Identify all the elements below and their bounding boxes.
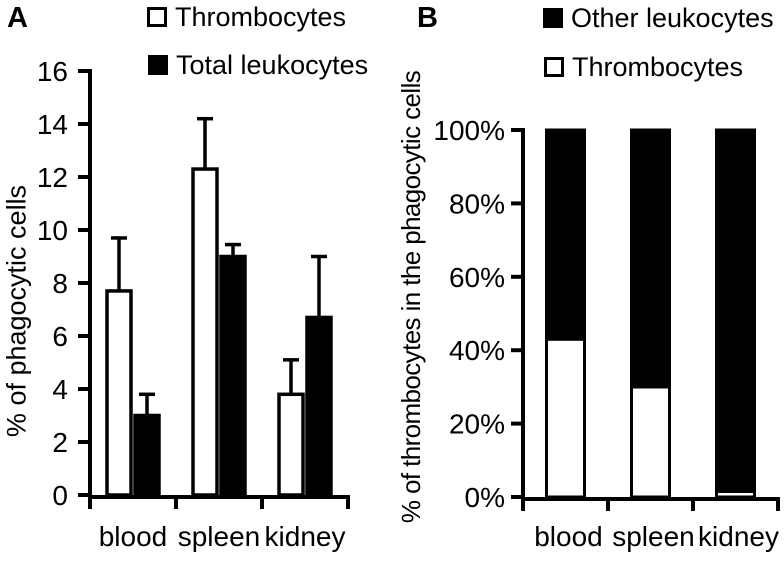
y-tick-label-A: 0 xyxy=(52,480,68,511)
legend-marker-thrombocytes-icon xyxy=(147,7,167,27)
x-category-label-spleen: spleen xyxy=(178,521,261,552)
legend-label-other-leukocytes: Other leukocytes xyxy=(571,2,774,33)
bar-total-leukocytes-spleen xyxy=(219,254,247,497)
y-tick-label-A: 12 xyxy=(37,162,68,193)
bar-thrombocytes-blood xyxy=(105,289,133,497)
panel-b-legend-item-thrombocytes: Thrombocytes xyxy=(544,51,744,82)
y-tick-label-B: 100% xyxy=(433,115,505,146)
segment-other-leukocytes-spleen xyxy=(630,128,671,389)
panel-b-legend-item-other-leukocytes: Other leukocytes xyxy=(543,2,774,33)
bar-thrombocytes-spleen xyxy=(191,167,219,497)
panel-a-legend-item-total-leukocytes: Total leukocytes xyxy=(148,49,369,80)
x-category-label-blood: blood xyxy=(99,521,168,552)
bar-total-leukocytes-blood xyxy=(133,413,161,497)
segment-other-leukocytes-kidney xyxy=(715,128,756,493)
legend-marker-other-leukocytes-icon xyxy=(543,8,563,28)
y-tick-label-A: 16 xyxy=(37,56,68,87)
y-tick-label-B: 80% xyxy=(449,188,505,219)
y-tick-label-A: 8 xyxy=(52,268,68,299)
x-category-label-spleen: spleen xyxy=(612,521,695,552)
y-tick-label-B: 60% xyxy=(449,262,505,293)
legend-label-total-leukocytes: Total leukocytes xyxy=(176,49,369,80)
legend-marker-thrombocytes-b-icon xyxy=(544,57,564,77)
panel-a-letter: A xyxy=(7,2,28,34)
panel-a-legend-item-thrombocytes: Thrombocytes xyxy=(147,1,347,32)
segment-other-leukocytes-blood xyxy=(545,128,586,341)
bar-thrombocytes-kidney xyxy=(277,392,305,497)
panel-b-y-axis-title: % of thrombocytes in the phagocytic cell… xyxy=(396,70,426,524)
y-tick-label-A: 4 xyxy=(52,374,68,405)
panel-a-y-axis-title: % of phagocytic cells xyxy=(1,184,32,438)
y-tick-label-B: 20% xyxy=(449,409,505,440)
y-tick-label-A: 14 xyxy=(37,109,68,140)
legend-label-thrombocytes-b: Thrombocytes xyxy=(572,51,744,82)
y-tick-label-B: 0% xyxy=(465,482,505,513)
segment-thrombocytes-spleen xyxy=(630,385,671,499)
y-tick-label-B: 40% xyxy=(449,335,505,366)
y-tick-label-A: 2 xyxy=(52,427,68,458)
bar-total-leukocytes-kidney xyxy=(305,315,333,497)
x-category-label-kidney: kidney xyxy=(698,521,779,552)
y-tick-label-A: 10 xyxy=(37,215,68,246)
x-category-label-kidney: kidney xyxy=(265,521,346,552)
panel-b-letter: B xyxy=(417,2,438,34)
segment-thrombocytes-blood xyxy=(545,337,586,499)
legend-label-thrombocytes: Thrombocytes xyxy=(175,1,347,32)
legend-marker-total-leukocytes-icon xyxy=(148,55,168,75)
y-tick-label-A: 6 xyxy=(52,321,68,352)
x-category-label-blood: blood xyxy=(534,521,603,552)
